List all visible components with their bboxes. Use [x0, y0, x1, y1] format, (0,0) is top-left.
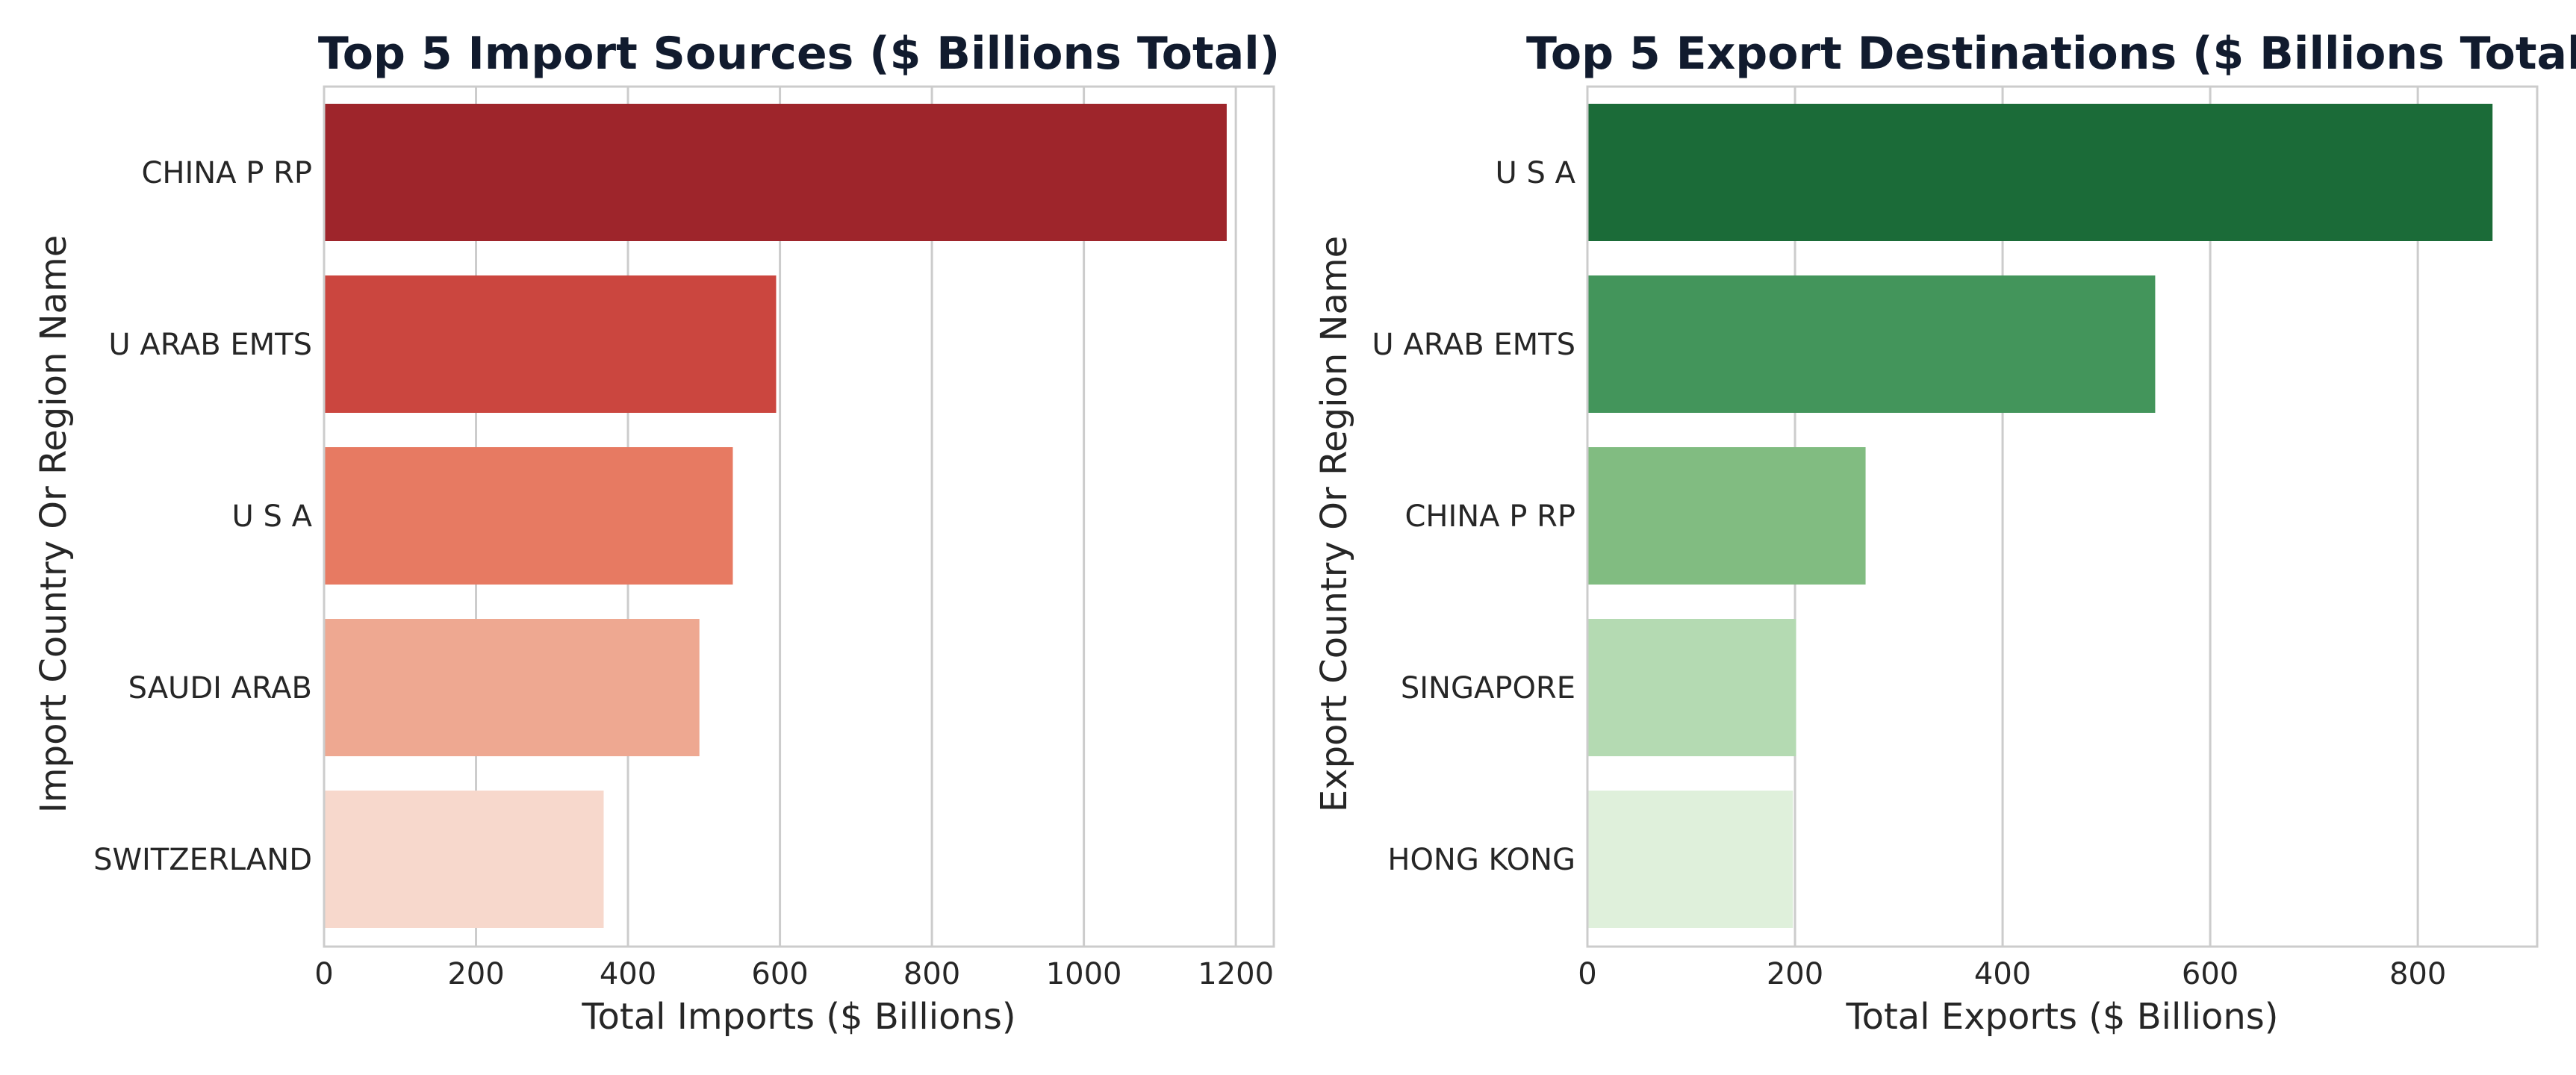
bar	[1587, 619, 1796, 756]
bar	[1587, 104, 2493, 241]
imports-chart: Top 5 Import Sources ($ Billions Total) …	[33, 28, 1280, 1038]
chart-title: Top 5 Import Sources ($ Billions Total)	[318, 28, 1280, 80]
x-tick-label: 0	[1578, 957, 1596, 991]
bar	[1587, 275, 2156, 413]
x-tick-label: 200	[1767, 957, 1823, 991]
bar	[324, 619, 700, 756]
bars	[324, 104, 1227, 928]
chart-title: Top 5 Export Destinations ($ Billions To…	[1526, 28, 2576, 80]
x-tick-label: 400	[1974, 957, 2031, 991]
bar	[324, 275, 777, 413]
x-tick-label: 600	[751, 957, 808, 991]
category-labels: U S A U ARAB EMTS CHINA P RP SINGAPORE HONG …	[1372, 156, 1575, 877]
category-label: SINGAPORE	[1401, 671, 1575, 705]
x-tick-label: 0	[314, 957, 333, 991]
bar	[1587, 791, 1793, 928]
category-label: CHINA P RP	[141, 156, 312, 190]
category-label: U S A	[232, 499, 313, 534]
category-label: U ARAB EMTS	[1372, 328, 1575, 362]
bar	[324, 447, 733, 585]
x-tick-label: 800	[2389, 957, 2446, 991]
y-axis-label: Export Country Or Region Name	[1313, 236, 1355, 812]
category-label: SAUDI ARAB	[128, 671, 312, 705]
x-tick-label: 1000	[1046, 957, 1122, 991]
category-label: CHINA P RP	[1404, 499, 1575, 534]
category-labels: CHINA P RP U ARAB EMTS U S A SAUDI ARAB SWIT…	[93, 156, 313, 877]
x-tick-label: 1200	[1198, 957, 1274, 991]
x-tick-label: 600	[2182, 957, 2239, 991]
x-tick-label: 200	[447, 957, 504, 991]
exports-chart: Top 5 Export Destinations ($ Billions To…	[1313, 28, 2576, 1038]
category-label: U S A	[1496, 156, 1576, 190]
x-tick-label: 800	[903, 957, 960, 991]
category-label: U ARAB EMTS	[108, 328, 312, 362]
bar	[324, 791, 604, 928]
bars	[1587, 104, 2493, 928]
bar	[324, 104, 1227, 241]
bar	[1587, 447, 1866, 585]
x-axis-label: Total Exports ($ Billions)	[1845, 996, 2278, 1038]
x-tick-labels: 0 200 400 600 800	[1578, 957, 2446, 991]
x-axis-label: Total Imports ($ Billions)	[581, 996, 1015, 1038]
category-label: HONG KONG	[1387, 843, 1575, 877]
x-tick-labels: 0 200 400 600 800 1000 1200	[314, 957, 1274, 991]
y-axis-label: Import Country Or Region Name	[33, 235, 75, 813]
plot-frame	[1586, 85, 2539, 948]
category-label: SWITZERLAND	[93, 843, 312, 877]
plot-frame	[323, 85, 1275, 948]
x-tick-label: 400	[600, 957, 656, 991]
